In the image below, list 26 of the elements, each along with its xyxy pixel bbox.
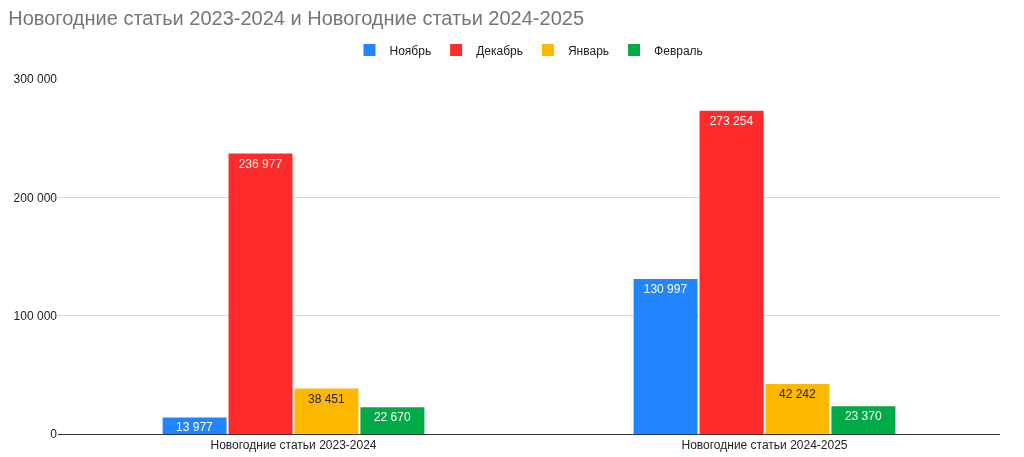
bar [633,278,698,434]
data-label: 23 370 [844,409,882,424]
data-label: 22 670 [373,410,411,425]
legend-label: Ноябрь [389,43,432,58]
y-tick-label: 200 000 [13,190,58,205]
legend-label: Январь [567,43,610,58]
data-label: 130 997 [643,281,688,296]
y-tick-label: 100 000 [13,308,58,323]
data-label: 13 977 [176,420,214,435]
bar [360,407,425,434]
data-label: 38 451 [307,391,345,406]
data-label: 273 254 [709,113,754,128]
bar [831,406,896,434]
bar [294,388,359,434]
chart-title: Новогодние статьи 2023-2024 и Новогодние статьи 2024-2025 [8,7,585,29]
bar [228,153,293,434]
x-tick-label: Новогодние статьи 2023-2024 [210,438,377,453]
legend-label: Декабрь [476,43,523,58]
x-tick-label: Новогодние статьи 2024-2025 [681,438,848,453]
data-label: 236 977 [238,156,283,171]
y-tick-label: 300 000 [13,72,58,87]
bar [699,110,764,434]
legend-label: Февраль [654,43,703,58]
bar [765,384,830,434]
data-label: 42 242 [778,387,816,402]
y-tick-label: 0 [50,427,58,442]
